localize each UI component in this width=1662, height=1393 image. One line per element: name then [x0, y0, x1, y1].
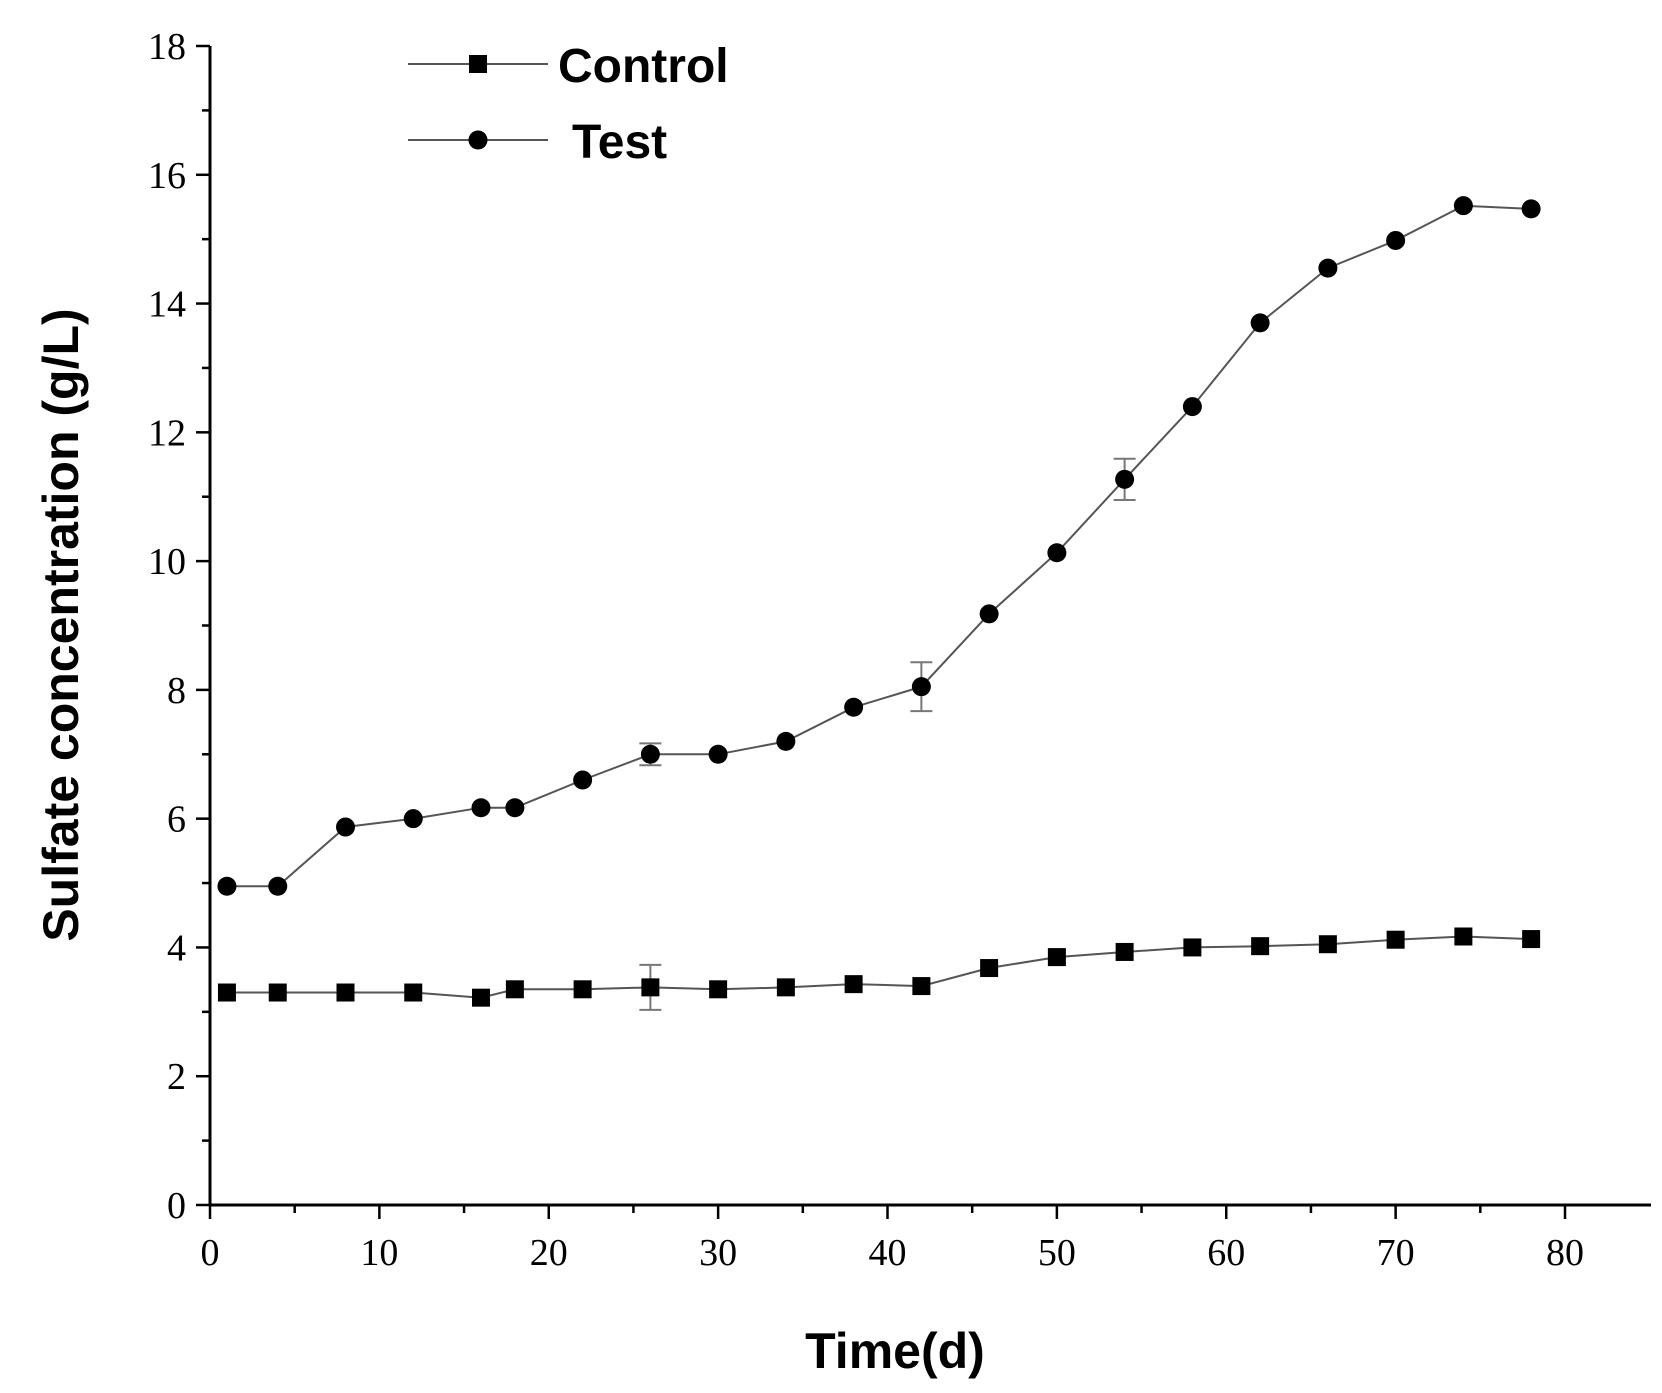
test-point — [1453, 196, 1473, 216]
test-point — [268, 876, 288, 896]
test-point — [505, 798, 525, 818]
legend-test-label: Test — [572, 116, 667, 169]
control-point — [1047, 948, 1066, 967]
y-ticks: 0 2 4 6 8 10 12 14 16 18 — [148, 26, 210, 1227]
series-control — [217, 927, 1541, 1011]
test-point — [217, 876, 237, 896]
test-point — [1250, 313, 1270, 333]
control-point — [336, 983, 355, 1002]
control-point — [404, 983, 423, 1002]
control-point — [472, 988, 490, 1007]
legend-control-label: Control — [558, 40, 729, 93]
y-axis-title: Sulfate concentration (g/L) — [33, 308, 89, 941]
control-point — [268, 983, 287, 1002]
control-point — [776, 978, 795, 997]
control-point — [1454, 927, 1473, 946]
test-point — [471, 798, 491, 818]
test-point — [1047, 543, 1067, 563]
test-point — [1318, 258, 1338, 278]
test-line — [226, 204, 1532, 888]
test-point — [776, 731, 796, 751]
control-point — [1251, 937, 1270, 956]
y-tick-label: 14 — [148, 284, 186, 326]
x-tick-label: 20 — [530, 1232, 568, 1274]
legend-test-marker — [468, 130, 488, 150]
y-tick-label: 6 — [167, 799, 186, 841]
x-tick-label: 50 — [1038, 1232, 1076, 1274]
test-point — [1386, 230, 1406, 250]
control-point — [980, 959, 999, 978]
x-axis-title: Time(d) — [805, 1323, 985, 1379]
x-tick-label: 60 — [1207, 1232, 1245, 1274]
y-tick-label: 8 — [167, 670, 186, 712]
test-point — [336, 817, 355, 837]
test-point — [640, 744, 660, 764]
test-point — [911, 677, 931, 697]
y-tick-label: 2 — [167, 1056, 186, 1098]
y-tick-label: 12 — [148, 412, 186, 454]
test-point — [1521, 199, 1541, 219]
control-point — [641, 978, 660, 997]
x-tick-label: 80 — [1546, 1232, 1584, 1274]
x-tick-label: 40 — [869, 1232, 907, 1274]
series-test — [217, 196, 1541, 896]
test-point — [708, 744, 728, 764]
y-tick-label: 18 — [148, 26, 186, 68]
control-point — [217, 983, 236, 1002]
control-point — [1183, 938, 1202, 957]
control-point — [1115, 942, 1134, 961]
legend-item-test: Test — [408, 116, 667, 169]
control-point — [1522, 930, 1541, 949]
legend-item-control: Control — [408, 40, 729, 93]
x-tick-label: 70 — [1377, 1232, 1415, 1274]
control-point — [1318, 935, 1337, 954]
control-point — [844, 975, 863, 994]
test-point — [979, 604, 999, 624]
control-point — [505, 980, 524, 999]
control-point — [912, 977, 931, 996]
test-point — [573, 770, 593, 790]
test-point — [844, 697, 864, 717]
y-tick-label: 16 — [148, 155, 186, 197]
control-point — [1386, 930, 1405, 949]
series-layer — [217, 196, 1541, 1011]
x-tick-label: 30 — [699, 1232, 737, 1274]
x-tick-label: 0 — [201, 1232, 220, 1274]
legend-control-marker — [469, 55, 487, 73]
x-ticks: 0 10 20 30 40 50 60 70 80 — [201, 1205, 1584, 1274]
legend: Control Test — [408, 40, 729, 169]
test-point — [1115, 469, 1135, 489]
control-point — [573, 980, 592, 999]
y-tick-label: 4 — [167, 927, 186, 969]
test-point — [403, 809, 423, 829]
y-tick-label: 0 — [167, 1185, 186, 1227]
x-tick-label: 10 — [360, 1232, 398, 1274]
test-point — [1182, 397, 1202, 417]
control-point — [709, 980, 728, 999]
y-tick-label: 10 — [148, 541, 186, 583]
